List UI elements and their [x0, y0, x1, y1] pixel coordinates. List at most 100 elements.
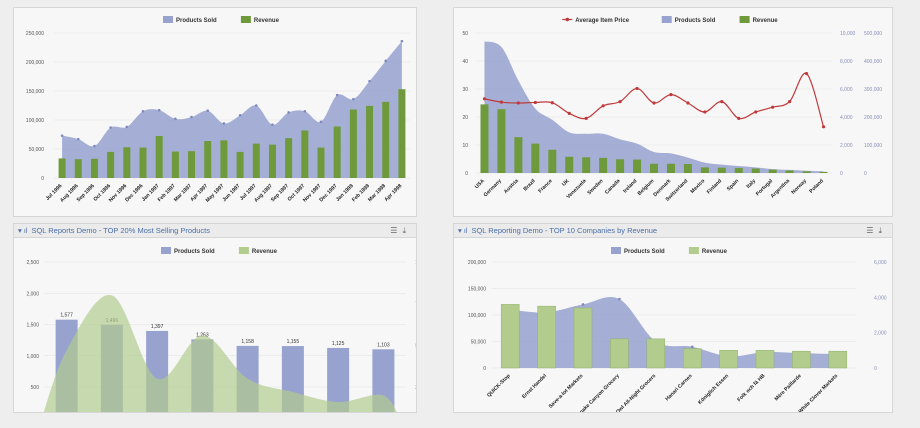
revenue-bar: [610, 338, 629, 369]
list-icon[interactable]: ☰: [390, 226, 403, 235]
y-tick-label: 0: [41, 176, 44, 182]
x-tick-label: Italy: [746, 178, 758, 190]
revenue-bar: [792, 350, 811, 369]
y-tick-label: 300,000: [864, 87, 882, 93]
average-price-point: [482, 97, 487, 101]
legend-label: Revenue: [254, 18, 280, 24]
chart-type-icon: ıl: [23, 228, 28, 235]
average-price-point: [669, 93, 673, 97]
y-tick-label: 4,000: [840, 115, 853, 121]
legend-label: Revenue: [252, 249, 278, 255]
products-sold-point: [368, 79, 371, 83]
revenue-bar: [349, 109, 357, 178]
revenue-bar: [514, 137, 523, 173]
download-icon[interactable]: ⤓: [878, 226, 887, 235]
chart-panel-top-companies: ▾ ıl SQL Reporting Demo - TOP 10 Compani…: [453, 223, 893, 413]
average-price-point: [788, 100, 792, 104]
x-tick-label: Norway: [790, 178, 808, 196]
revenue-bar: [819, 171, 828, 173]
revenue-bar: [188, 151, 196, 178]
average-price-point: [516, 101, 520, 105]
revenue-bar: [220, 140, 228, 178]
x-tick-label: Hanari Carnes: [664, 373, 693, 402]
y-tick-label: 2,500: [26, 260, 39, 266]
products-sold-point: [141, 110, 145, 113]
average-price-point: [533, 100, 537, 105]
x-tick-label: Save-a-lot Markets: [548, 373, 585, 410]
average-price-point: [635, 86, 639, 91]
average-price-point: [550, 101, 554, 105]
y-tick-label: 0: [864, 171, 867, 177]
revenue-bar: [646, 338, 666, 369]
revenue-bar: [666, 163, 675, 173]
revenue-bar: [537, 305, 556, 369]
y-tick-label: 2,000: [26, 291, 39, 297]
products-sold-area: [484, 41, 824, 174]
legend-label: Revenue: [753, 18, 779, 24]
revenue-bar: [755, 350, 775, 369]
legend-label: Products Sold: [624, 249, 665, 255]
y-tick-label: 25,000: [415, 385, 417, 391]
y-tick-label: 40: [462, 59, 468, 65]
revenue-bar: [573, 307, 593, 369]
legend-marker: [739, 16, 750, 23]
products-sold-point: [125, 125, 129, 129]
average-price-point: [686, 101, 690, 105]
list-icon[interactable]: ☰: [866, 226, 879, 235]
average-price-point: [567, 111, 571, 115]
revenue-bar: [719, 350, 738, 369]
y-tick-label: 8,000: [840, 59, 853, 65]
y-tick-label: 4,000: [874, 295, 887, 301]
data-label: 1,577: [60, 313, 73, 319]
x-tick-label: France: [537, 178, 553, 194]
revenue-bar: [616, 159, 625, 173]
x-tick-label: Folk och fä HB: [736, 373, 766, 403]
collapse-icon[interactable]: ▾: [458, 226, 462, 235]
panel-header-top-companies: ▾ ıl SQL Reporting Demo - TOP 10 Compani…: [454, 224, 892, 238]
revenue-bar: [768, 169, 777, 173]
revenue-bar: [236, 151, 244, 178]
x-tick-label: Finland: [706, 178, 723, 195]
revenue-bar: [500, 304, 520, 369]
products-sold-point: [287, 111, 290, 114]
products-sold-point: [206, 109, 210, 113]
legend-marker: [238, 247, 249, 254]
revenue-bar: [317, 147, 325, 178]
revenue-bar: [204, 141, 212, 178]
products-sold-point: [400, 39, 404, 43]
products-sold-point: [238, 114, 242, 117]
collapse-icon[interactable]: ▾: [18, 226, 22, 235]
average-price-point: [652, 101, 656, 105]
y-tick-label: 150,000: [468, 287, 486, 293]
revenue-bar: [548, 149, 557, 173]
products-sold-point: [319, 120, 323, 124]
y-tick-label: 2,000: [840, 143, 853, 149]
y-tick-label: 400,000: [864, 59, 882, 65]
average-price-point: [821, 125, 826, 129]
average-price-point: [804, 72, 809, 76]
data-label: 1,158: [241, 339, 254, 345]
revenue-bar: [90, 158, 98, 178]
x-tick-label: White Clover Markets: [798, 373, 840, 413]
top-companies-chart: Products Sold Revenue 0 50,000 100,000 150,00…: [468, 247, 887, 413]
products-sold-point: [303, 110, 307, 113]
panel-header-top-products: ▾ ıl SQL Reports Demo - TOP 20% Most Sel…: [14, 224, 416, 238]
revenue-bar: [633, 159, 642, 173]
products-sold-point: [581, 303, 585, 306]
data-label: 1,125: [332, 341, 345, 347]
panel-title: SQL Reports Demo - TOP 20% Most Selling …: [31, 226, 211, 235]
download-icon[interactable]: ⤓: [402, 226, 411, 235]
revenue-bar: [382, 101, 390, 178]
x-tick-label: Mère Paillarde: [774, 373, 803, 402]
products-sold-point: [618, 297, 621, 301]
revenue-bar: [139, 147, 147, 178]
y-tick-label: 100,000: [864, 143, 882, 149]
y-tick-label: 6,000: [874, 260, 887, 266]
products-sold-point: [190, 115, 193, 119]
chart-type-icon: ıl: [463, 228, 468, 235]
x-tick-label: Germany: [483, 178, 503, 198]
products-sold-point: [109, 126, 112, 129]
products-sold-point: [157, 108, 161, 112]
revenue-bar: [734, 167, 743, 173]
products-sold-point: [690, 345, 694, 349]
